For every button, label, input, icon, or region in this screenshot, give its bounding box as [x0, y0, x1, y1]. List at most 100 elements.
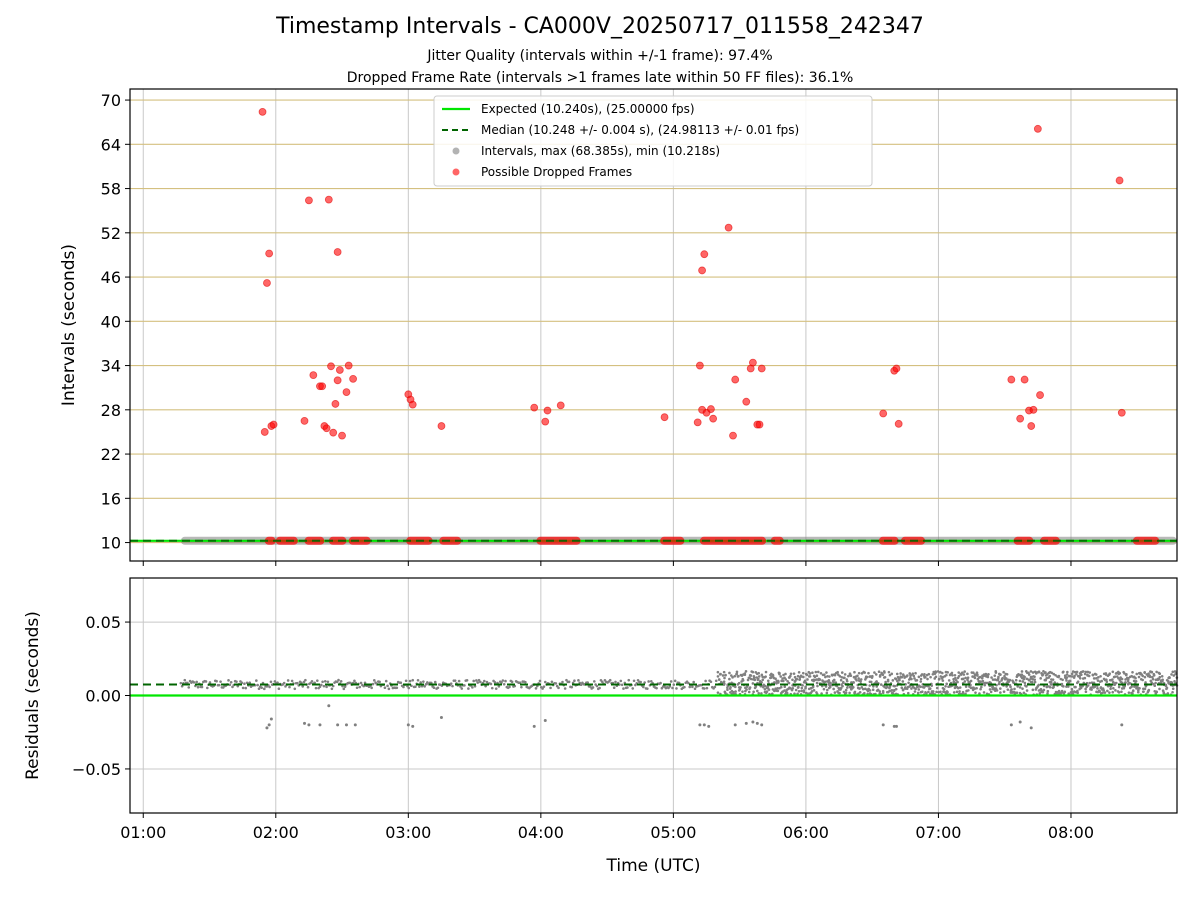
residual-point	[784, 678, 788, 681]
residual-point	[804, 686, 807, 690]
residual-point	[1117, 685, 1121, 689]
residual-point	[306, 685, 310, 689]
residual-point	[1111, 680, 1115, 684]
residual-point	[1063, 674, 1067, 678]
residual-point	[626, 686, 629, 689]
residual-point	[913, 690, 917, 693]
y-tick-label: 34	[101, 357, 121, 376]
dropped-baseline-band	[536, 536, 581, 545]
residual-point	[927, 672, 931, 676]
residual-point	[1111, 670, 1115, 674]
residual-point	[688, 685, 692, 689]
residual-point	[1081, 684, 1084, 688]
residual-point	[1140, 673, 1143, 676]
residual-point	[510, 680, 514, 684]
residual-point	[823, 673, 826, 676]
residual-point	[1003, 674, 1006, 678]
residual-point	[991, 685, 995, 689]
residual-point	[751, 682, 755, 685]
residual-point	[875, 685, 879, 688]
dropped-frame-point	[1117, 408, 1126, 417]
residual-point	[411, 678, 415, 682]
intervals-plot: 10 16 22 28 34 40 46 52 58 64 70 Intervals (seconds…	[59, 88, 1178, 566]
residual-point	[869, 680, 873, 684]
dropped-frame-point	[327, 362, 335, 371]
negative-residual-point	[892, 724, 896, 728]
dropped-frame-point	[329, 428, 338, 437]
residual-point	[764, 684, 767, 688]
residual-point	[1084, 687, 1087, 691]
residual-point	[497, 685, 501, 688]
residual-point	[866, 689, 870, 693]
residual-point	[1065, 673, 1069, 676]
residual-point	[900, 675, 904, 679]
residual-point	[1108, 672, 1111, 675]
residual-point	[453, 679, 457, 682]
residual-point	[423, 685, 426, 688]
residual-point	[319, 683, 323, 687]
residual-point	[1147, 689, 1150, 693]
residual-point	[1132, 679, 1136, 683]
residual-point	[598, 686, 601, 690]
residual-point	[765, 690, 769, 693]
residual-point	[913, 677, 916, 680]
dropped-baseline-band	[439, 536, 462, 545]
dropped-frame-point	[1007, 375, 1016, 384]
residual-point	[1112, 675, 1116, 679]
residual-point	[838, 674, 842, 678]
residual-point	[231, 685, 234, 689]
residual-point	[1112, 686, 1115, 690]
residual-point	[800, 686, 804, 690]
dropped-frame-point	[698, 266, 706, 275]
residual-point	[1037, 683, 1041, 687]
negative-residual-point	[318, 723, 322, 727]
residual-point	[1008, 678, 1012, 682]
residual-point	[738, 688, 742, 691]
residual-point	[782, 673, 785, 677]
residual-point	[958, 686, 962, 689]
residual-point	[784, 672, 787, 676]
residual-point	[1138, 687, 1141, 690]
negative-residual-point	[881, 723, 885, 727]
dropped-frame-point	[344, 361, 353, 370]
residual-point	[484, 684, 487, 688]
residual-point	[273, 680, 277, 683]
residual-point	[370, 686, 373, 690]
dropped-frame-point	[1036, 391, 1044, 399]
residual-point	[919, 677, 923, 681]
residual-point	[741, 679, 745, 682]
negative-residual-point	[532, 724, 536, 728]
residual-point	[1031, 671, 1035, 674]
residual-point	[1108, 691, 1111, 694]
residual-point	[881, 673, 885, 677]
residual-point	[874, 673, 878, 676]
residual-point	[1092, 677, 1096, 680]
y-tick-label: 58	[101, 180, 121, 199]
residual-point	[834, 681, 838, 684]
residual-point	[941, 679, 945, 682]
residual-point	[1103, 691, 1107, 694]
residual-point	[459, 685, 462, 688]
residual-point	[1134, 679, 1138, 683]
residual-point	[771, 673, 775, 677]
negative-residual-point	[307, 723, 311, 727]
residual-point	[1143, 671, 1146, 674]
residual-point	[967, 689, 970, 692]
residual-point	[227, 679, 230, 682]
residual-point	[1002, 670, 1005, 674]
residual-point	[776, 689, 780, 693]
residual-point	[749, 674, 753, 677]
chart-title: Timestamp Intervals - CA000V_20250717_01…	[276, 14, 924, 39]
residual-point	[892, 689, 896, 693]
residual-point	[905, 675, 908, 678]
dropped-frame-point	[695, 361, 704, 370]
residual-point	[827, 683, 830, 686]
residual-point	[749, 677, 753, 681]
residual-point	[1124, 678, 1127, 681]
residual-point	[724, 691, 727, 695]
residual-point	[463, 684, 466, 687]
residual-point	[957, 674, 961, 678]
residual-point	[717, 678, 721, 681]
residual-point	[436, 686, 440, 690]
residual-point	[774, 677, 777, 681]
